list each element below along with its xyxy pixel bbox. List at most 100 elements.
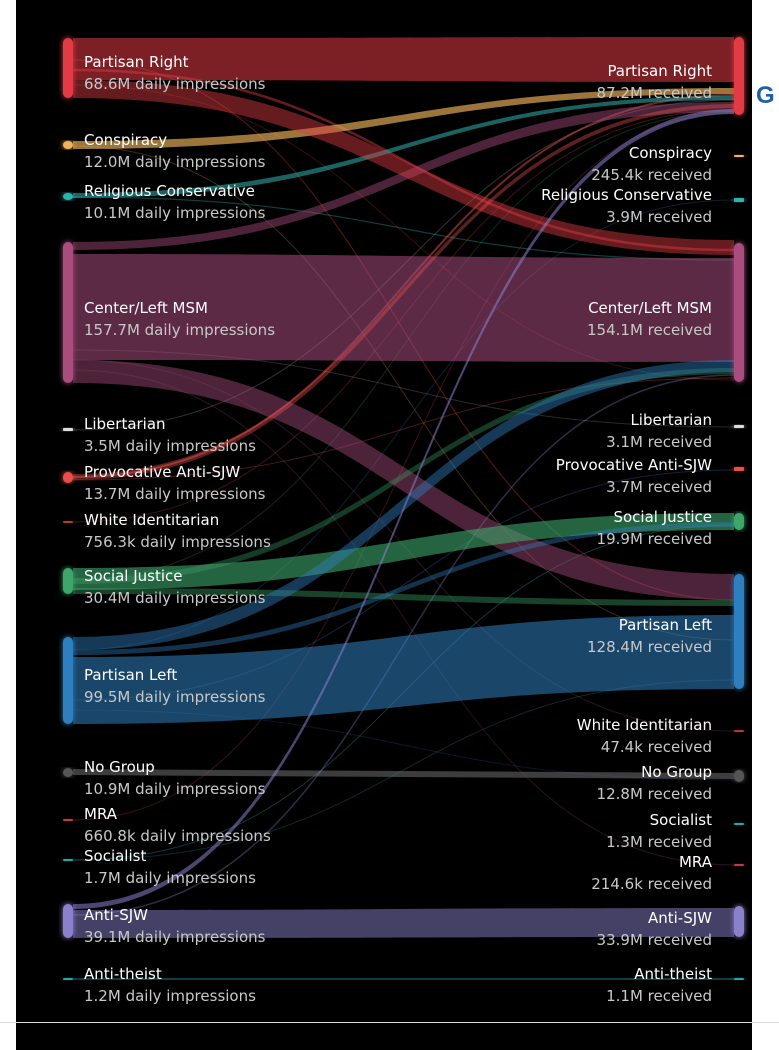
sankey-panel: Partisan Right 68.6M daily impressions C…: [16, 0, 752, 1050]
left-label-center-left-msm: Center/Left MSM 157.7M daily impressions: [84, 297, 275, 341]
flow-sj-to-pl: [73, 588, 734, 606]
left-node-name: Religious Conservative: [84, 182, 255, 200]
sankey-flows: [63, 37, 744, 980]
right-node-value: 19.9M received: [596, 530, 712, 548]
left-node-value: 157.7M daily impressions: [84, 321, 276, 339]
left-node-value: 12.0M daily impressions: [84, 153, 266, 171]
right-node-value: 3.1M received: [606, 433, 712, 451]
right-label-social-justice: Social Justice 19.9M received: [597, 506, 712, 550]
right-node-name: Conspiracy: [628, 144, 712, 162]
right-node-anti-sjw: [734, 906, 744, 937]
right-label-religious-conservative: Religious Conservative 3.9M received: [541, 184, 712, 228]
left-node-white-identitarian: [63, 521, 73, 523]
right-node-value: 87.2M received: [596, 84, 712, 102]
page-divider: [0, 1022, 779, 1023]
right-node-conspiracy: [734, 155, 744, 157]
flow-partisan-right-main: [73, 37, 734, 82]
right-label-anti-sjw: Anti-SJW 33.9M received: [597, 907, 712, 951]
flow-msm-to-pr: [73, 102, 734, 250]
left-node-value: 3.5M daily impressions: [84, 437, 256, 455]
left-node-value: 756.3k daily impressions: [84, 533, 271, 551]
left-label-partisan-left: Partisan Left 99.5M daily impressions: [84, 664, 265, 708]
right-node-value: 214.6k received: [591, 875, 712, 893]
left-label-anti-sjw: Anti-SJW 39.1M daily impressions: [84, 904, 265, 948]
right-node-value: 1.1M received: [606, 987, 712, 1005]
flow-asjw-to-pr: [73, 109, 734, 909]
right-label-center-left-msm: Center/Left MSM 154.1M received: [587, 297, 712, 341]
right-node-white-identitarian: [734, 730, 744, 732]
left-node-mra: [63, 819, 73, 821]
left-node-name: Center/Left MSM: [84, 299, 208, 317]
right-node-name: Religious Conservative: [541, 186, 712, 204]
left-node-name: Social Justice: [84, 567, 183, 585]
right-label-anti-theist: Anti-theist 1.1M received: [606, 963, 712, 1007]
right-node-value: 47.4k received: [600, 738, 712, 756]
right-label-socialist: Socialist 1.3M received: [606, 809, 712, 853]
flow-pas-to-pr-ribbon: [73, 104, 734, 480]
left-node-name: White Identitarian: [84, 511, 220, 529]
flow-pr-to-msm-ribbon: [73, 80, 734, 255]
left-node-name: Partisan Right: [84, 53, 189, 71]
left-label-anti-theist: Anti-theist 1.2M daily impressions: [84, 963, 256, 1007]
left-label-partisan-right: Partisan Right 68.6M daily impressions: [84, 51, 265, 95]
right-node-no-group: [734, 770, 744, 782]
right-node-name: Social Justice: [613, 508, 712, 526]
right-label-partisan-right: Partisan Right 87.2M received: [597, 60, 712, 104]
flow-pl-to-rc: [72, 199, 735, 651]
left-node-name: No Group: [84, 758, 155, 776]
left-node-name: Anti-theist: [84, 965, 162, 983]
flow-con-to-pl: [72, 145, 735, 641]
right-node-socialist: [734, 823, 744, 825]
right-node-religious-conservative: [734, 198, 744, 202]
flow-sj-to-sj: [73, 513, 734, 590]
right-label-white-identitarian: White Identitarian 47.4k received: [577, 714, 712, 758]
left-label-libertarian: Libertarian 3.5M daily impressions: [84, 413, 256, 457]
left-node-no-group: [63, 768, 73, 777]
left-node-conspiracy: [63, 141, 73, 149]
right-node-value: 1.3M received: [606, 833, 712, 851]
right-label-provocative-anti-sjw: Provocative Anti-SJW 3.7M received: [556, 454, 712, 498]
right-node-provocative-anti-sjw: [734, 467, 744, 471]
left-node-value: 660.8k daily impressions: [84, 827, 271, 845]
left-node-name: Conspiracy: [84, 131, 168, 149]
left-node-libertarian: [63, 428, 73, 431]
left-node-value: 30.4M daily impressions: [84, 589, 266, 607]
left-label-conspiracy: Conspiracy 12.0M daily impressions: [84, 129, 265, 173]
right-node-mra: [734, 864, 744, 866]
left-node-social-justice: [63, 568, 73, 594]
right-node-value: 154.1M received: [587, 321, 712, 339]
right-node-name: Socialist: [649, 811, 712, 829]
right-node-name: Libertarian: [630, 411, 712, 429]
right-node-value: 3.7M received: [606, 478, 712, 496]
left-node-anti-theist: [63, 978, 73, 980]
right-node-anti-theist: [734, 978, 744, 980]
left-node-partisan-right: [63, 38, 73, 98]
right-node-name: Provocative Anti-SJW: [555, 456, 712, 474]
flow-partisan-left-main: [73, 615, 734, 724]
right-node-name: Anti-SJW: [647, 909, 712, 927]
left-label-social-justice: Social Justice 30.4M daily impressions: [84, 565, 265, 609]
right-node-value: 3.9M received: [606, 208, 712, 226]
right-label-conspiracy: Conspiracy 245.4k received: [591, 142, 712, 186]
right-node-value: 12.8M received: [596, 785, 712, 803]
flow-ng-to-ng: [72, 769, 735, 779]
left-node-value: 1.2M daily impressions: [84, 987, 256, 1005]
left-node-value: 39.1M daily impressions: [84, 928, 266, 946]
flow-msm-to-partisan-left: [73, 360, 734, 600]
right-node-name: MRA: [678, 853, 712, 871]
right-label-no-group: No Group 12.8M received: [597, 761, 712, 805]
right-node-center-left-msm: [734, 243, 744, 382]
right-node-value: 33.9M received: [596, 931, 712, 949]
flow-conspiracy-to-pr: [73, 88, 734, 149]
left-label-religious-conservative: Religious Conservative 10.1M daily impre…: [84, 180, 265, 224]
left-node-name: Libertarian: [84, 415, 166, 433]
right-label-partisan-left: Partisan Left 128.4M received: [587, 614, 712, 658]
cutoff-heading-fragment: G: [756, 82, 775, 109]
left-node-name: Socialist: [84, 847, 147, 865]
left-node-partisan-left: [63, 637, 73, 724]
left-node-value: 13.7M daily impressions: [84, 485, 266, 503]
left-node-religious-conservative: [63, 193, 73, 200]
flow-sj-to-msm: [73, 368, 734, 584]
left-node-value: 68.6M daily impressions: [84, 75, 266, 93]
left-label-white-identitarian: White Identitarian 756.3k daily impressi…: [84, 509, 271, 553]
